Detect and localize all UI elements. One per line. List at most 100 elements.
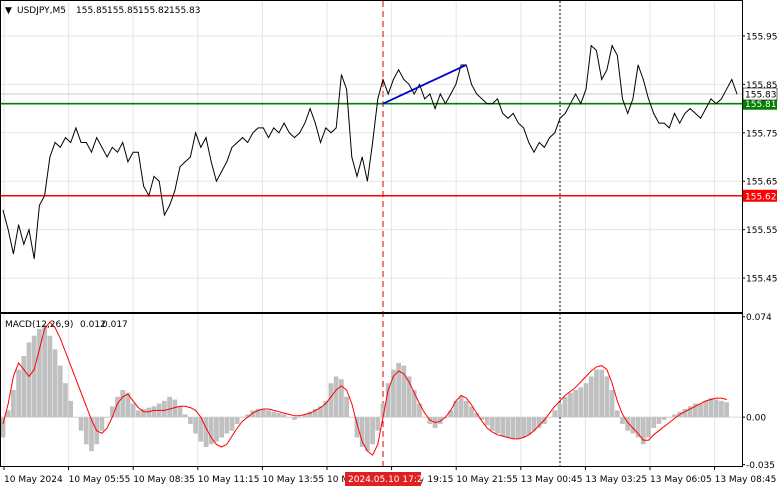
price-point [564,113,566,114]
macd-signal-point [491,431,493,433]
price-point [575,93,577,95]
macd-histogram-bar [203,417,209,447]
price-point [361,156,363,158]
header-arrow-icon: ▼ [5,6,12,16]
macd-signal-point [163,409,165,411]
price-point [39,205,40,206]
macd-signal-point [288,414,290,415]
macd-signal-point [91,419,92,421]
macd-signal-point [445,416,446,418]
price-point [429,93,431,95]
price-point [689,108,691,109]
macd-histogram-bar [365,417,370,452]
price-point [434,108,436,109]
macd-signal-point [570,390,571,392]
macd-histogram-bar [703,400,709,418]
macd-signal-point [502,435,504,437]
price-point [7,229,9,231]
macd-axis: 0.074 0.00 -0.035 [742,313,775,471]
macd-signal-point [533,430,535,432]
macd-signal-point [346,389,347,391]
macd-signal-point [111,416,113,418]
macd-histogram-bar [73,417,79,418]
price-point [335,127,337,129]
price-point [715,103,717,105]
macd-histogram-bar [229,417,235,431]
macd-signal-point [601,365,603,366]
price-point [257,127,259,129]
macd-signal-point [679,414,681,415]
price-point [143,185,144,187]
price-axis: 155.95 155.85 155.75 155.65 155.55 155.45 [742,32,778,285]
macd-signal-point [158,409,160,411]
macd-histogram-bar [698,403,703,418]
macd-signal-point [242,420,243,422]
time-tick-label: 10 May 05:55 [69,475,131,485]
macd-histogram-bar [474,413,480,418]
macd-histogram-bar [26,342,32,418]
macd-histogram-bar [724,402,729,418]
macd-signal-point [153,409,155,411]
time-tick-label: 10 May 11:15 [198,475,260,485]
macd-signal-point [221,446,223,448]
price-point [570,103,571,105]
price-point [700,117,701,119]
macd-histogram-bar [531,417,537,431]
macd-histogram-bar [719,400,724,418]
macd-histogram-bar [307,411,313,418]
macd-histogram-bar [453,400,459,418]
trend-segment [382,64,467,105]
price-point [497,98,498,100]
macd-histogram-bar [89,417,94,452]
price-point [190,156,191,158]
macd-histogram-bar [161,400,167,418]
price-point [179,166,181,168]
price-point [325,127,327,129]
price-point [471,83,472,85]
macd-histogram-bar [562,396,568,418]
macd-histogram-bar [651,417,657,428]
macd-signal-point [236,427,238,429]
time-axis: 10 May 2024 10 May 05:55 10 May 08:35 10 Ma… [3,466,776,486]
price-point [106,156,108,158]
macd-histogram-bar [109,406,115,418]
macd-histogram-bar [115,396,120,418]
price-point [127,161,129,163]
macd-histogram-bar [182,414,188,418]
price-levels [1,93,742,197]
macd-histogram-bar [146,407,152,418]
price-point [75,127,77,129]
macd-histogram-bar [130,403,136,418]
macd-histogram-bar [500,417,506,437]
price-point [80,142,82,143]
time-tick-label: 13 May 06:05 [650,475,712,485]
macd-histogram-bar [526,417,532,435]
high-price: 155.85 [107,6,139,16]
price-point [507,117,509,119]
macd-histogram-bar [536,417,542,428]
price-point [59,146,61,148]
price-point [330,132,332,134]
macd-histogram-bar [510,417,516,439]
macd-signal-point [575,386,577,388]
macd-signal-point [226,443,228,445]
price-grid [1,2,742,466]
price-point [528,142,530,143]
price-point [377,98,379,100]
price-point [85,142,87,143]
macd-signal-point [497,434,498,436]
price-point [153,175,155,177]
macd-signal-point [523,437,524,438]
macd-signal-point [622,414,623,415]
macd-histogram-bar [323,400,329,418]
price-point [726,88,727,90]
price-point [424,98,426,100]
price-point [122,142,124,143]
price-point [627,113,629,114]
macd-signal-point [596,366,597,368]
price-point [445,103,446,105]
price-point [216,180,217,182]
macd-signal-line [2,321,727,456]
macd-signal-point [190,407,191,409]
macd-signal-point [184,405,186,407]
